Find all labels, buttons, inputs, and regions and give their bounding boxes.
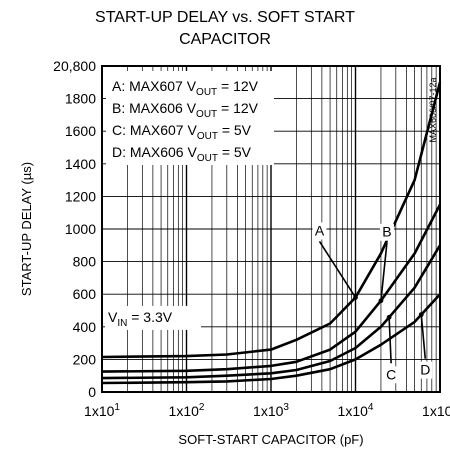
- curve-label-background: [384, 366, 399, 384]
- y-tick-label: 600: [73, 286, 97, 302]
- curve-label: D: [420, 362, 430, 378]
- chart-title-line-2: CAPACITOR: [179, 31, 271, 48]
- y-tick-label: 400: [73, 319, 97, 335]
- tick-labels: 0 200 400 600 800 1000 1200 1400 1600 1800 20,800 1…: [53, 58, 450, 419]
- series-D-line: [101, 293, 441, 385]
- curve-label-arrowhead: [386, 314, 392, 320]
- x-tick-label: 1x105: [422, 402, 450, 419]
- curve-label-arrowhead: [418, 312, 424, 318]
- part-code-label: MAX606/07-12a: [428, 77, 438, 142]
- y-tick-label: 1600: [65, 123, 96, 139]
- chart-title-line-1: START-UP DELAY vs. SOFT START: [95, 9, 355, 26]
- y-tick-label: 1200: [65, 188, 96, 204]
- legend-entry: C: MAX607 VOUT = 5V: [112, 122, 252, 142]
- x-tick-label: 1x101: [84, 402, 120, 419]
- plot-frame: [101, 65, 441, 393]
- x-axis-label: SOFT-START CAPACITOR (pF): [178, 432, 363, 447]
- series-A-line: [101, 81, 442, 359]
- curve-label: C: [386, 366, 396, 382]
- curve-label-arrow: [318, 241, 357, 298]
- y-tick-label: 200: [73, 351, 97, 367]
- y-tick-label: 1400: [65, 156, 96, 172]
- y-axis-label: START-UP DELAY (µs): [19, 162, 34, 296]
- series-B-line: [101, 204, 442, 373]
- x-tick-label: 1x104: [338, 402, 374, 419]
- curve-label-arrow: [388, 317, 392, 364]
- y-tick-label: 1000: [65, 221, 96, 237]
- legend-entry: D: MAX606 VOUT = 5V: [112, 144, 252, 164]
- curve-label-arrow: [420, 314, 427, 359]
- curve-label-arrowhead: [378, 298, 384, 304]
- curve-label-arrow: [380, 242, 388, 301]
- vin-note-background: [105, 305, 201, 330]
- legend-entry: B: MAX606 VOUT = 12V: [112, 100, 259, 120]
- vin-note: VIN = 3.3V: [108, 309, 173, 329]
- y-tick-label: 20,800: [53, 58, 96, 74]
- curve-label-background: [418, 361, 433, 379]
- legend-entry: A: MAX607 VOUT = 12V: [112, 78, 259, 98]
- curve-label-background: [312, 222, 327, 240]
- curves: [101, 81, 442, 385]
- annotations: VIN = 3.3V A B C D: [105, 222, 433, 384]
- x-tick-label: 1x103: [253, 402, 289, 419]
- y-tick-label: 800: [73, 254, 97, 270]
- y-tick-label: 1800: [65, 91, 96, 107]
- curve-label-background: [379, 223, 394, 241]
- series-C-line: [101, 244, 442, 380]
- legend-background: [106, 71, 274, 165]
- y-tick-label: 0: [88, 384, 96, 400]
- curve-label: B: [382, 224, 391, 240]
- x-tick-label: 1x102: [169, 402, 205, 419]
- curve-label-arrowhead: [353, 295, 358, 300]
- curve-label: A: [315, 222, 325, 238]
